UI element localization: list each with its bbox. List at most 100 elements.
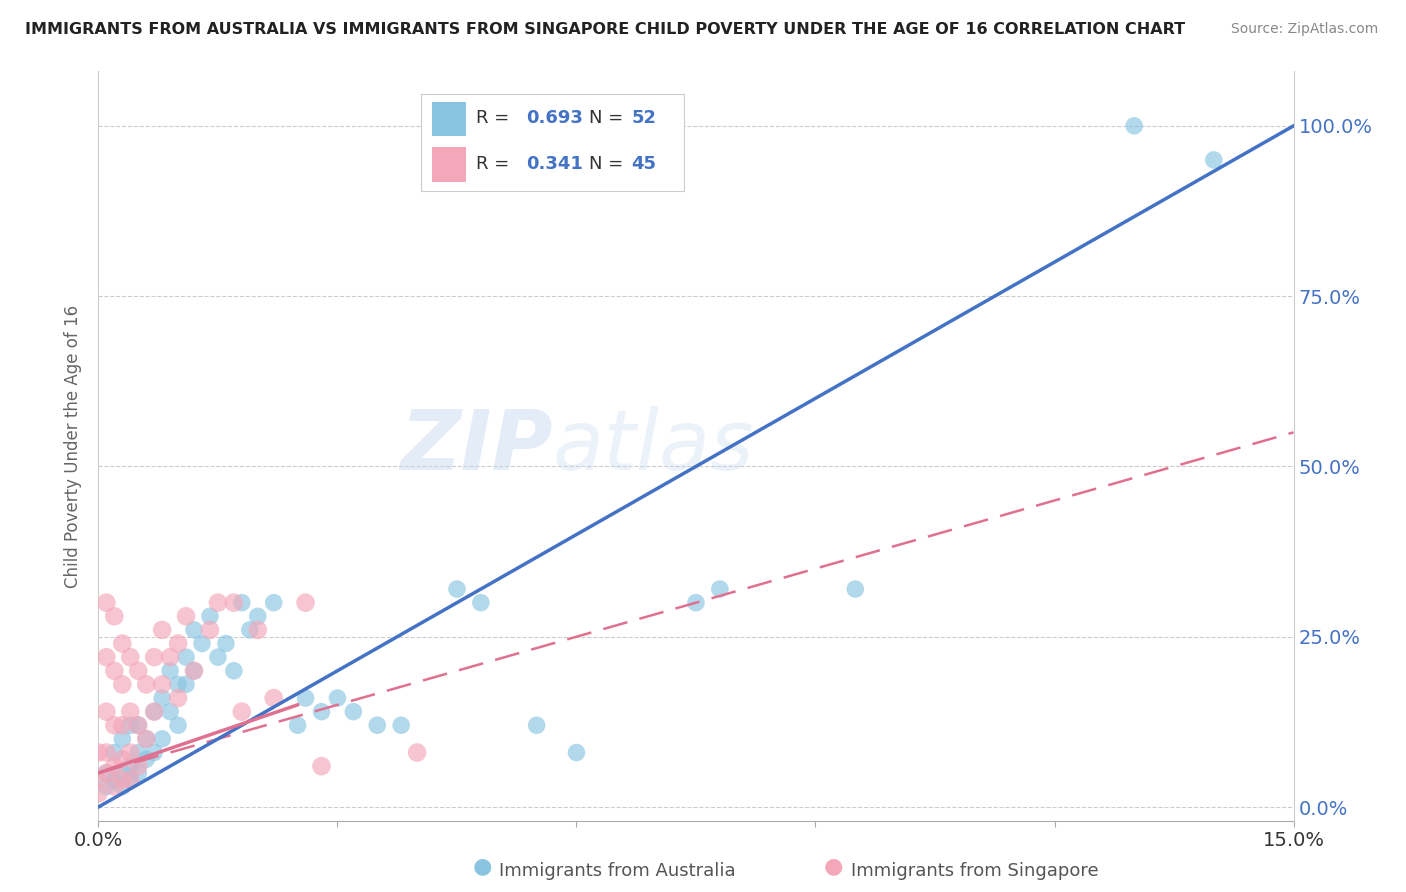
- Point: [159, 664, 181, 678]
- Point: [103, 746, 125, 760]
- Point: [159, 650, 181, 665]
- Y-axis label: Child Poverty Under the Age of 16: Child Poverty Under the Age of 16: [65, 304, 83, 588]
- Text: ZIP: ZIP: [399, 406, 553, 486]
- Point: [96, 766, 118, 780]
- Point: [111, 780, 134, 794]
- Point: [222, 596, 245, 610]
- Point: [111, 718, 134, 732]
- Point: [198, 623, 221, 637]
- Point: [111, 731, 134, 746]
- Point: [103, 718, 125, 732]
- Point: [96, 705, 118, 719]
- Point: [326, 691, 349, 706]
- Point: [239, 623, 262, 637]
- Point: [96, 766, 118, 780]
- Point: [127, 746, 149, 760]
- Point: [103, 759, 125, 773]
- Point: [120, 718, 142, 732]
- Point: [342, 705, 364, 719]
- Point: [103, 772, 125, 787]
- Point: [685, 596, 707, 610]
- Point: [150, 731, 173, 746]
- Point: [231, 705, 253, 719]
- Point: [103, 780, 125, 794]
- Point: [311, 759, 333, 773]
- Point: [167, 691, 190, 706]
- Point: [844, 582, 866, 596]
- Point: [120, 705, 142, 719]
- Point: [135, 731, 157, 746]
- Point: [120, 772, 142, 787]
- Point: [96, 780, 118, 794]
- Point: [96, 596, 118, 610]
- Point: [87, 786, 110, 800]
- Point: [294, 691, 316, 706]
- Point: [167, 718, 190, 732]
- Point: [87, 772, 110, 787]
- Point: [222, 664, 245, 678]
- Point: [263, 691, 285, 706]
- Point: [159, 705, 181, 719]
- Point: [167, 677, 190, 691]
- Point: [207, 596, 229, 610]
- Point: [111, 636, 134, 650]
- Point: [135, 731, 157, 746]
- Point: [143, 650, 166, 665]
- Point: [111, 772, 134, 787]
- Point: [174, 650, 197, 665]
- Point: [246, 623, 269, 637]
- Text: Immigrants from Australia: Immigrants from Australia: [499, 862, 735, 880]
- Text: Source: ZipAtlas.com: Source: ZipAtlas.com: [1230, 22, 1378, 37]
- Text: ●: ●: [472, 856, 492, 876]
- Point: [127, 718, 149, 732]
- Point: [215, 636, 238, 650]
- Point: [446, 582, 468, 596]
- Point: [183, 664, 205, 678]
- Point: [120, 759, 142, 773]
- Point: [127, 759, 149, 773]
- Point: [143, 746, 166, 760]
- Point: [231, 596, 253, 610]
- Point: [96, 650, 118, 665]
- Point: [183, 664, 205, 678]
- Point: [287, 718, 309, 732]
- Point: [366, 718, 388, 732]
- Point: [1202, 153, 1225, 167]
- Point: [150, 677, 173, 691]
- Point: [96, 746, 118, 760]
- Point: [103, 664, 125, 678]
- Point: [294, 596, 316, 610]
- Text: IMMIGRANTS FROM AUSTRALIA VS IMMIGRANTS FROM SINGAPORE CHILD POVERTY UNDER THE A: IMMIGRANTS FROM AUSTRALIA VS IMMIGRANTS …: [25, 22, 1185, 37]
- Point: [174, 677, 197, 691]
- Point: [150, 691, 173, 706]
- Point: [120, 746, 142, 760]
- Point: [406, 746, 429, 760]
- Text: atlas: atlas: [553, 406, 754, 486]
- Point: [207, 650, 229, 665]
- Point: [143, 705, 166, 719]
- Point: [526, 718, 548, 732]
- Point: [150, 623, 173, 637]
- Point: [120, 772, 142, 787]
- Point: [135, 752, 157, 766]
- Point: [389, 718, 412, 732]
- Point: [1123, 119, 1146, 133]
- Point: [565, 746, 588, 760]
- Point: [103, 609, 125, 624]
- Point: [174, 609, 197, 624]
- Point: [311, 705, 333, 719]
- Point: [143, 705, 166, 719]
- Point: [246, 609, 269, 624]
- Text: Immigrants from Singapore: Immigrants from Singapore: [851, 862, 1098, 880]
- Point: [191, 636, 214, 650]
- Point: [111, 766, 134, 780]
- Point: [135, 677, 157, 691]
- Point: [127, 718, 149, 732]
- Point: [198, 609, 221, 624]
- Point: [127, 664, 149, 678]
- Point: [709, 582, 731, 596]
- Point: [183, 623, 205, 637]
- Point: [111, 752, 134, 766]
- Text: ●: ●: [824, 856, 844, 876]
- Point: [111, 677, 134, 691]
